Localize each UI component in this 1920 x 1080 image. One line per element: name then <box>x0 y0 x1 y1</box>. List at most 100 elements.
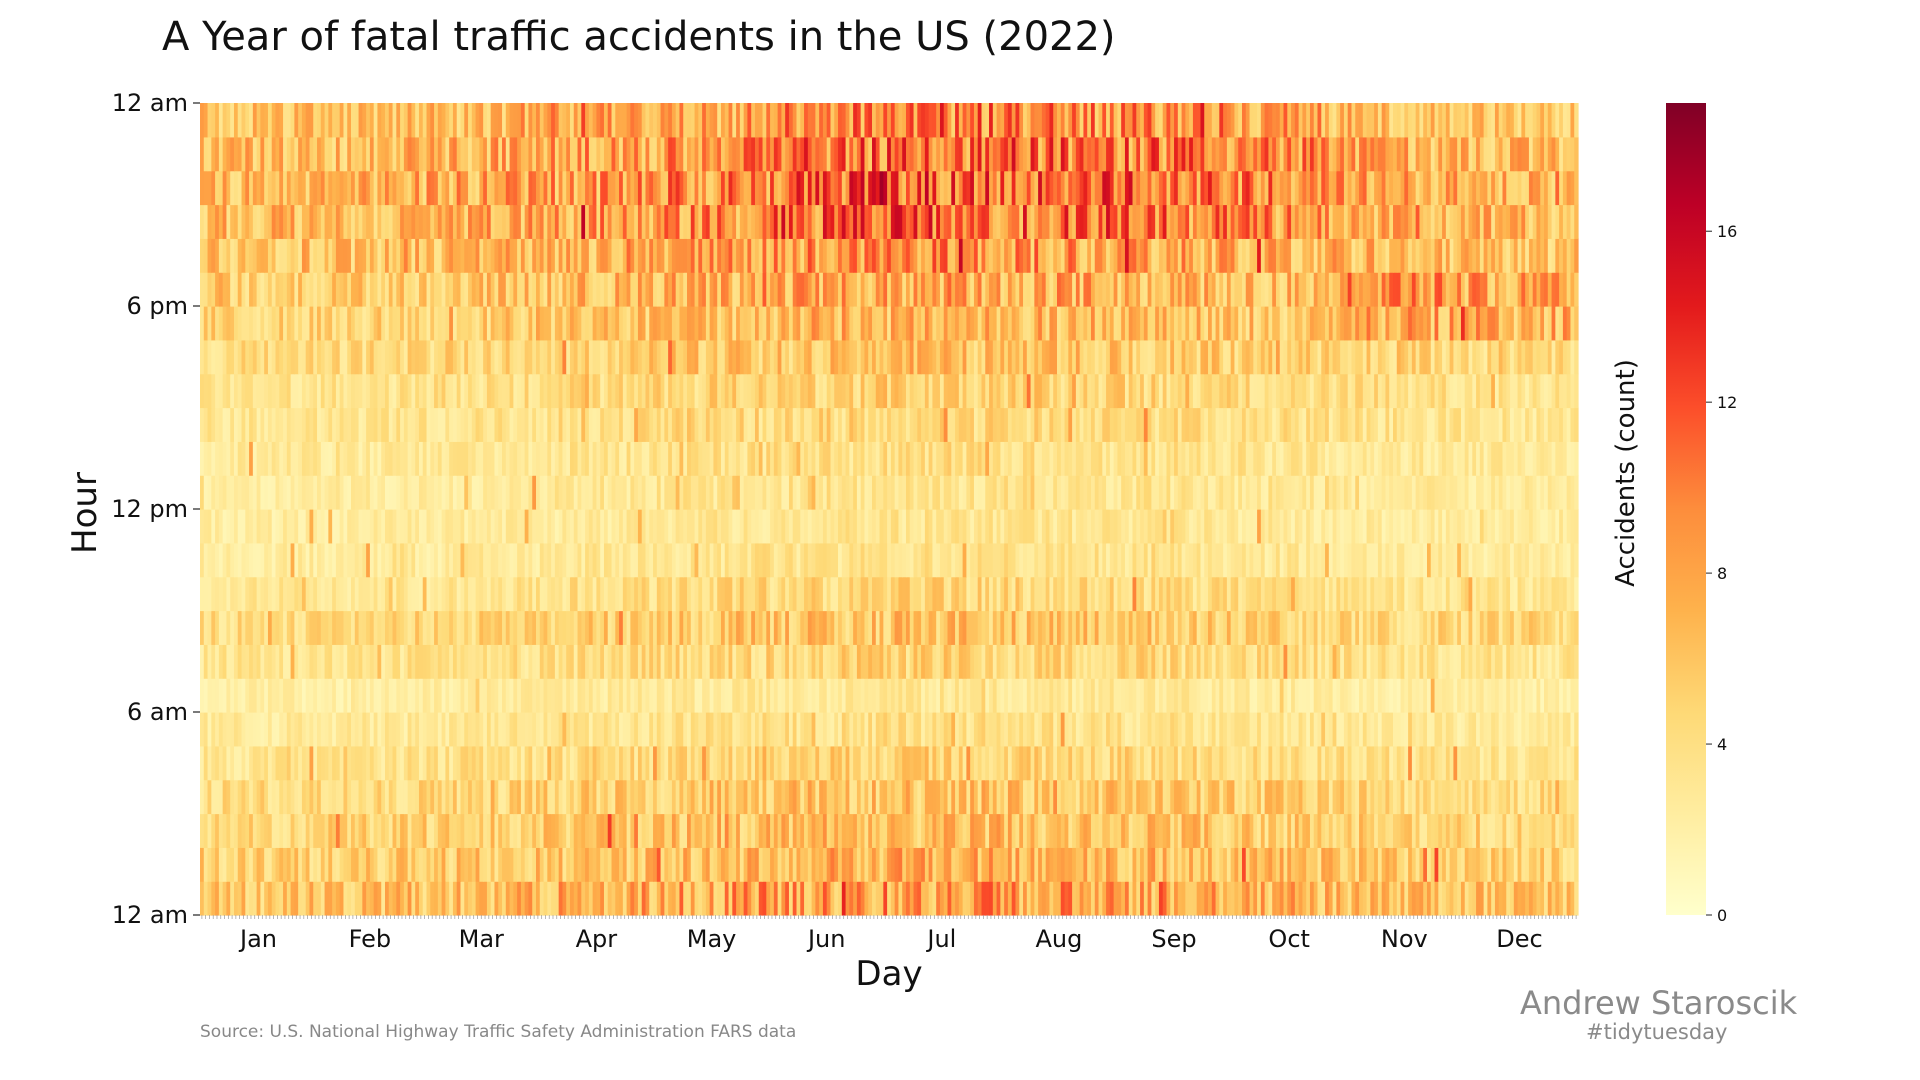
heatmap-cell <box>902 441 907 476</box>
heatmap-cell <box>1079 644 1085 679</box>
heatmap-cell <box>1445 779 1451 815</box>
heatmap-cell <box>200 881 205 916</box>
heatmap-cell <box>607 881 613 916</box>
heatmap-cell <box>856 475 862 510</box>
heatmap-cell <box>1559 745 1564 781</box>
heatmap-cell <box>1204 678 1209 713</box>
heatmap-cell <box>1317 712 1322 747</box>
heatmap-cell <box>324 644 329 679</box>
heatmap-cell <box>1287 881 1292 916</box>
heatmap-cell <box>992 678 998 713</box>
heatmap-cell <box>237 610 243 645</box>
heatmap-cell <box>445 712 450 747</box>
heatmap-cell <box>1064 610 1069 645</box>
heatmap-cell <box>675 813 681 848</box>
heatmap-cell <box>1510 813 1515 848</box>
heatmap-cell <box>1011 475 1017 510</box>
heatmap-cell <box>1559 610 1564 645</box>
heatmap-cell <box>1094 576 1100 612</box>
heatmap-cell <box>796 779 801 815</box>
heatmap-cell <box>426 678 431 713</box>
heatmap-cell <box>1562 678 1568 713</box>
heatmap-cell <box>483 813 488 848</box>
heatmap-cell <box>1215 881 1220 916</box>
heatmap-cell <box>936 475 941 510</box>
heatmap-cell <box>943 441 949 476</box>
heatmap-cell <box>362 745 367 781</box>
heatmap-cell <box>573 441 579 476</box>
heatmap-cell <box>1219 779 1224 815</box>
heatmap-cell <box>1124 475 1130 510</box>
heatmap-cell <box>400 475 405 510</box>
heatmap-cell <box>1347 644 1353 679</box>
heatmap-cell <box>1347 542 1353 578</box>
heatmap-cell <box>958 610 964 645</box>
heatmap-cell <box>1196 847 1202 882</box>
heatmap-cell <box>717 644 722 679</box>
heatmap-cell <box>1007 779 1013 815</box>
heatmap-cell <box>437 644 443 679</box>
heatmap-cell <box>917 610 922 645</box>
heatmap-cell <box>1525 644 1530 679</box>
heatmap-cell <box>1189 813 1194 848</box>
heatmap-cell <box>1057 779 1062 815</box>
heatmap-cell <box>1521 610 1526 645</box>
heatmap-cell <box>502 779 507 815</box>
heatmap-cell <box>1491 745 1496 781</box>
heatmap-cell <box>271 644 277 679</box>
heatmap-cell <box>456 610 462 645</box>
heatmap-cell <box>1072 509 1077 544</box>
heatmap-cell <box>1400 644 1405 679</box>
heatmap-cell <box>317 712 322 747</box>
heatmap-cell <box>260 475 265 510</box>
heatmap-cell <box>1540 644 1545 679</box>
heatmap-cell <box>807 509 813 544</box>
heatmap-cell <box>1302 712 1307 747</box>
heatmap-cell <box>1090 441 1096 476</box>
heatmap-cell <box>1158 576 1164 612</box>
heatmap-cell <box>1298 678 1303 713</box>
heatmap-cell <box>543 678 548 713</box>
heatmap-cell <box>1566 779 1572 815</box>
heatmap-cell <box>411 542 416 578</box>
heatmap-cell <box>396 542 401 578</box>
heatmap-cell <box>973 644 979 679</box>
heatmap-cell <box>1419 678 1424 713</box>
heatmap-cell <box>1249 509 1254 544</box>
heatmap-cell <box>1321 847 1326 882</box>
heatmap-cell <box>615 475 620 510</box>
heatmap-cell <box>630 509 635 544</box>
heatmap-cell <box>1140 644 1145 679</box>
heatmap-cell <box>970 542 975 578</box>
heatmap-cell <box>1430 881 1436 916</box>
heatmap-cell <box>536 441 541 476</box>
heatmap-cell <box>283 847 288 882</box>
heatmap-cell <box>1094 678 1100 713</box>
heatmap-cell <box>332 779 337 815</box>
heatmap-cell <box>671 881 677 916</box>
heatmap-cell <box>456 813 462 848</box>
heatmap-cell <box>1128 813 1134 848</box>
heatmap-cell <box>864 475 869 510</box>
heatmap-cell <box>543 542 548 578</box>
heatmap-cell <box>1264 779 1270 815</box>
heatmap-cell <box>845 441 850 476</box>
heatmap-cell <box>736 813 741 848</box>
heatmap-cell <box>788 509 794 544</box>
heatmap-cell <box>569 678 575 713</box>
heatmap-cell <box>1555 644 1560 679</box>
heatmap-cell <box>898 847 903 882</box>
heatmap-cell <box>298 475 303 510</box>
heatmap-cell <box>1219 542 1224 578</box>
heatmap-cell <box>1419 745 1424 781</box>
heatmap-cell <box>649 441 654 476</box>
heatmap-cell <box>347 779 352 815</box>
heatmap-cell <box>332 542 337 578</box>
heatmap-cell <box>958 644 964 679</box>
heatmap-cell <box>1343 475 1349 510</box>
heatmap-cell <box>762 644 767 679</box>
heatmap-cell <box>290 509 295 544</box>
heatmap-cell <box>781 576 786 612</box>
heatmap-cell <box>1491 881 1496 916</box>
heatmap-cell <box>1377 779 1383 815</box>
